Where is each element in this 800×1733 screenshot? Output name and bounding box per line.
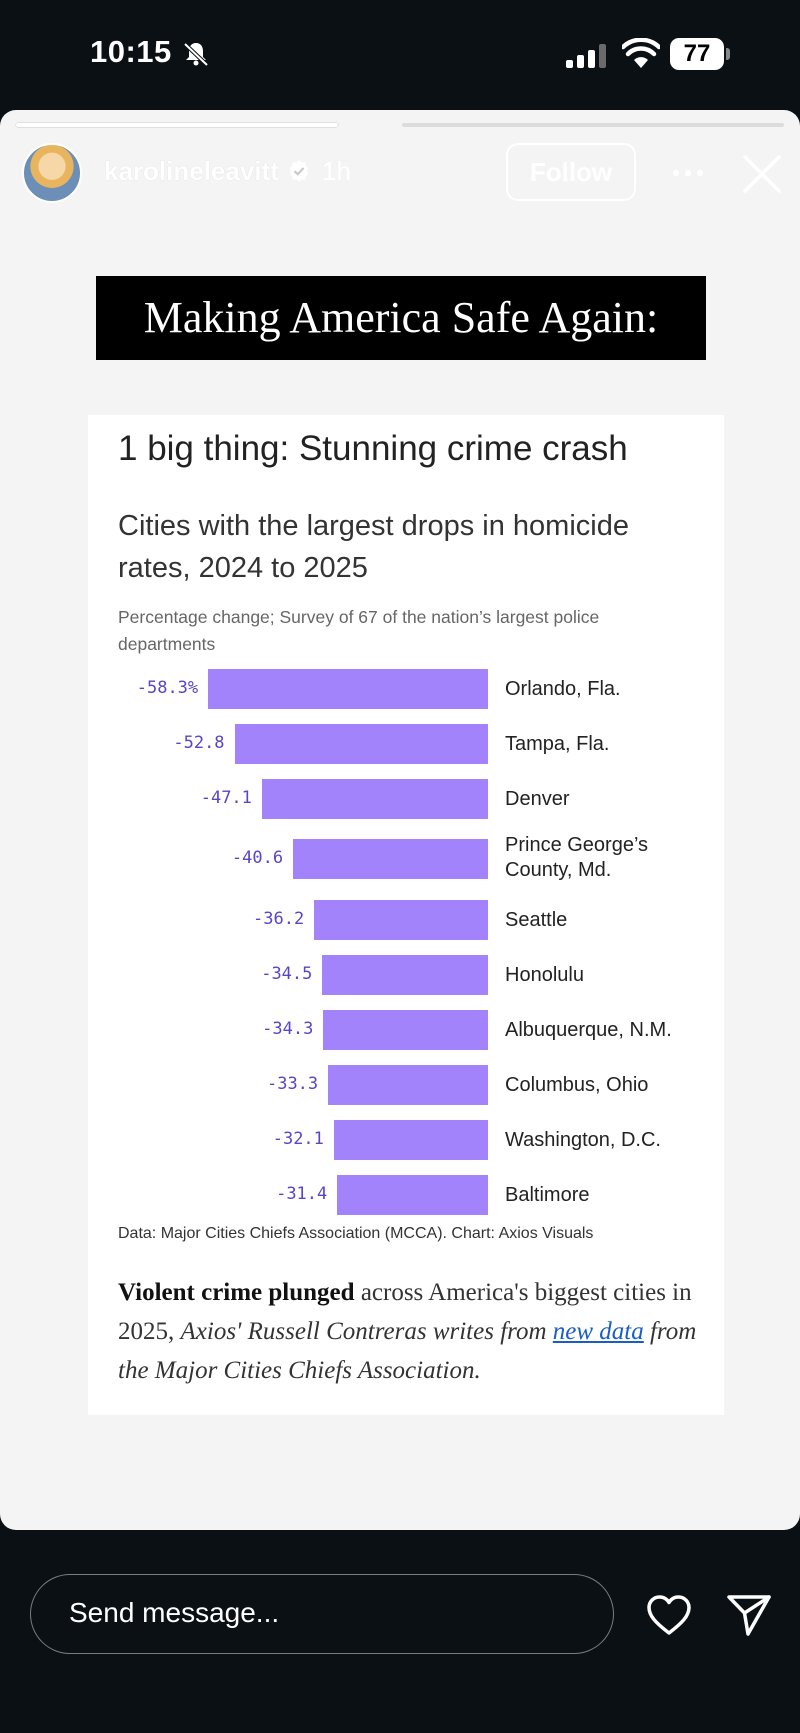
category-label-1: Orlando, Fla.	[505, 678, 621, 700]
category-label-10: Baltimore	[505, 1184, 590, 1206]
article-kicker: 1 big thing: Stunning crime crash	[118, 429, 628, 468]
chart-source: Data: Major Cities Chiefs Association (M…	[118, 1225, 594, 1242]
body-text: across America's biggest cities in 2025,	[118, 1279, 692, 1345]
new-data-link[interactable]: new data	[552, 1318, 644, 1345]
bar-3	[261, 779, 488, 819]
story-card[interactable]: karolineleavitt 1h Follow Making America…	[0, 110, 800, 1530]
close-icon[interactable]	[740, 152, 784, 196]
category-label-4: Prince George’s County, Md.	[505, 834, 649, 881]
bar-8	[328, 1065, 488, 1105]
battery-level: 77	[670, 38, 724, 70]
battery-indicator: 77	[670, 38, 730, 70]
value-label-10: -31.4	[276, 1184, 328, 1204]
send-icon[interactable]	[726, 1592, 772, 1638]
category-label-3: Denver	[505, 788, 570, 810]
bar-9	[333, 1120, 488, 1160]
bar-6	[322, 955, 488, 995]
value-label-3: -47.1	[200, 788, 252, 808]
value-label-5: -36.2	[253, 909, 305, 929]
post-time: 1h	[322, 156, 351, 186]
more-options-icon[interactable]	[668, 160, 708, 186]
article-body: Violent crime plunged across America's b…	[118, 1273, 708, 1390]
avatar[interactable]	[22, 143, 82, 203]
bar-chart: -58.3% Orlando, Fla. -52.8 Tampa, Fla. -47.1…	[88, 415, 724, 1415]
username[interactable]: karolineleavitt	[104, 156, 279, 186]
category-label-6: Honolulu	[505, 964, 584, 986]
status-time: 10:15	[90, 34, 172, 69]
category-label-8: Columbus, Ohio	[505, 1074, 649, 1096]
body-italic-text-2: from the Major Cities Chiefs Association…	[118, 1318, 697, 1384]
bar-4	[293, 839, 488, 879]
bar-2	[234, 724, 488, 764]
category-label-9: Washington, D.C.	[505, 1129, 661, 1151]
chart-subtitle: Percentage change; Survey of 67 of the n…	[118, 607, 600, 654]
bar-5	[314, 900, 488, 940]
body-italic-text: Axios' Russell Contreras writes from	[180, 1318, 553, 1345]
value-label-1: -58.3%	[136, 678, 199, 698]
category-label-5: Seattle	[505, 909, 568, 931]
verified-badge-icon	[289, 160, 309, 182]
value-label-9: -32.1	[272, 1129, 324, 1149]
value-label-2: -52.8	[173, 733, 225, 753]
bar-7	[323, 1010, 488, 1050]
story-headline: Making America Safe Again:	[96, 276, 706, 360]
story-progress-segment	[16, 123, 338, 127]
category-label-7: Albuquerque, N.M.	[505, 1019, 672, 1041]
category-label-2: Tampa, Fla.	[505, 733, 610, 755]
value-label-4: -40.6	[231, 848, 284, 868]
follow-button[interactable]: Follow	[506, 143, 636, 201]
body-bold-text: Violent crime plunged	[118, 1279, 355, 1306]
article-card: 1 big thing: Stunning crime crash Cities…	[88, 415, 724, 1415]
chart-title: Cities with the largest drops in homicid…	[118, 510, 629, 584]
cellular-signal-icon	[566, 44, 606, 68]
heart-icon[interactable]	[646, 1594, 692, 1636]
wifi-icon	[622, 38, 660, 68]
bar-10	[337, 1175, 488, 1215]
send-message-input[interactable]: Send message...	[30, 1574, 614, 1654]
story-progress-segment	[402, 123, 784, 127]
bell-off-icon	[183, 42, 209, 67]
bar-1	[208, 669, 488, 709]
value-label-7: -34.3	[262, 1019, 314, 1039]
value-label-6: -34.5	[261, 964, 313, 984]
battery-tip	[726, 48, 730, 60]
value-label-8: -33.3	[266, 1074, 319, 1094]
